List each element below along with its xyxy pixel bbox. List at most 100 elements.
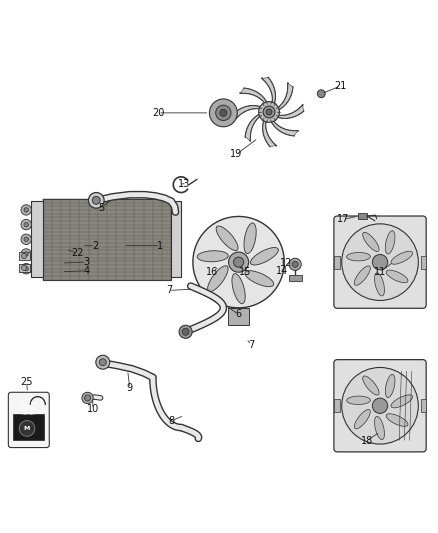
Text: 12: 12 [280, 259, 293, 269]
Ellipse shape [208, 266, 228, 292]
Circle shape [21, 205, 32, 215]
Circle shape [233, 257, 244, 267]
Text: 16: 16 [206, 267, 219, 277]
Bar [420, 256, 426, 269]
Polygon shape [272, 122, 298, 136]
Circle shape [259, 102, 279, 123]
FancyBboxPatch shape [8, 392, 49, 448]
Ellipse shape [363, 376, 379, 395]
Circle shape [21, 220, 32, 230]
Text: 14: 14 [276, 266, 288, 276]
Circle shape [266, 109, 272, 115]
FancyBboxPatch shape [334, 360, 426, 452]
Text: 18: 18 [361, 435, 373, 446]
Circle shape [24, 208, 28, 212]
Text: 4: 4 [83, 266, 89, 276]
Bar [171, 201, 181, 277]
Ellipse shape [232, 273, 245, 304]
Ellipse shape [346, 253, 371, 261]
Text: 17: 17 [337, 214, 349, 224]
Circle shape [342, 224, 418, 301]
Ellipse shape [216, 226, 238, 251]
Circle shape [229, 252, 249, 272]
Text: 2: 2 [92, 240, 98, 251]
Text: COOLANT: COOLANT [19, 407, 39, 411]
Bar [19, 264, 30, 272]
Circle shape [179, 325, 192, 338]
Circle shape [289, 258, 301, 270]
Polygon shape [263, 121, 276, 147]
Circle shape [24, 222, 28, 227]
Polygon shape [245, 115, 260, 141]
Circle shape [292, 261, 298, 268]
Ellipse shape [385, 374, 395, 398]
Circle shape [88, 192, 104, 208]
Polygon shape [262, 78, 275, 103]
Ellipse shape [354, 266, 371, 285]
Ellipse shape [391, 395, 413, 408]
Circle shape [92, 197, 100, 204]
Circle shape [85, 395, 91, 401]
Bar [334, 256, 339, 269]
Ellipse shape [386, 414, 408, 426]
Text: 25: 25 [21, 377, 33, 387]
Circle shape [21, 263, 32, 274]
Ellipse shape [386, 270, 408, 282]
Text: MS-12106: MS-12106 [19, 402, 39, 406]
Ellipse shape [346, 396, 371, 405]
Circle shape [263, 106, 275, 118]
Bar [358, 213, 367, 219]
Polygon shape [235, 106, 260, 119]
Ellipse shape [244, 223, 256, 254]
Circle shape [318, 90, 325, 98]
Circle shape [21, 265, 27, 270]
Text: 22: 22 [71, 248, 84, 259]
Text: 5: 5 [99, 203, 105, 213]
Ellipse shape [354, 409, 371, 429]
Circle shape [372, 254, 388, 270]
Bar [289, 275, 302, 281]
Text: 7: 7 [248, 340, 255, 350]
Ellipse shape [363, 232, 379, 252]
Text: MOPAR: MOPAR [22, 413, 36, 416]
Ellipse shape [374, 416, 385, 440]
Ellipse shape [385, 231, 395, 254]
Text: 13: 13 [178, 179, 190, 189]
Polygon shape [279, 83, 293, 109]
Circle shape [21, 234, 32, 245]
Circle shape [82, 392, 93, 403]
Ellipse shape [251, 247, 279, 265]
Bar [334, 399, 339, 413]
Bar [420, 399, 426, 413]
Bar [43, 199, 171, 279]
Ellipse shape [245, 271, 274, 287]
Circle shape [209, 99, 237, 127]
Circle shape [193, 216, 284, 308]
Text: 20: 20 [152, 108, 164, 118]
Text: 6: 6 [236, 309, 242, 319]
Circle shape [24, 252, 28, 256]
Text: 3: 3 [83, 257, 89, 267]
Circle shape [215, 105, 231, 120]
Text: 19: 19 [230, 149, 243, 159]
Text: 10: 10 [87, 404, 99, 414]
Text: 9: 9 [127, 383, 133, 393]
Circle shape [21, 254, 27, 259]
Text: M: M [24, 426, 30, 431]
Polygon shape [278, 105, 304, 118]
Circle shape [342, 367, 418, 444]
Circle shape [19, 421, 35, 436]
Text: 8: 8 [168, 416, 174, 426]
Circle shape [99, 359, 106, 366]
Bar [228, 308, 250, 325]
Ellipse shape [374, 273, 385, 296]
Circle shape [21, 249, 32, 259]
Circle shape [24, 237, 28, 241]
Circle shape [220, 109, 227, 116]
Bar [31, 201, 43, 277]
Ellipse shape [197, 251, 228, 262]
Text: 7: 7 [166, 286, 172, 295]
Ellipse shape [391, 251, 413, 264]
Text: 1: 1 [157, 240, 163, 251]
Text: 21: 21 [335, 81, 347, 91]
